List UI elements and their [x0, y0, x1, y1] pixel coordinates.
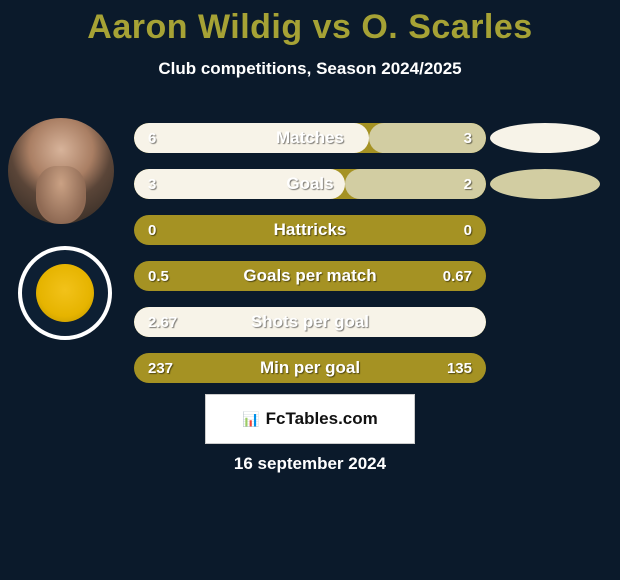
- bar-track: [134, 261, 486, 291]
- bar-segment-player1: [134, 307, 486, 337]
- stat-value-player2: 0.67: [443, 261, 472, 291]
- source-label: FcTables.com: [266, 409, 378, 429]
- stat-value-player1: 6: [148, 123, 156, 153]
- date-label: 16 september 2024: [0, 454, 620, 474]
- stat-value-player2: 135: [447, 353, 472, 383]
- page-title: Aaron Wildig vs O. Scarles: [0, 0, 620, 47]
- bar-track: [134, 169, 486, 199]
- stat-value-player2: 3: [464, 123, 472, 153]
- bar-segment-player1: [134, 123, 369, 153]
- player1-avatar: [8, 118, 114, 224]
- stat-row: Min per goal237135: [134, 353, 486, 383]
- bar-track: [134, 307, 486, 337]
- winner-ellipse: [490, 123, 600, 153]
- player-column: [8, 118, 114, 340]
- player1-club-badge: [18, 246, 112, 340]
- stat-row: Shots per goal2.67: [134, 307, 486, 337]
- stat-value-player1: 3: [148, 169, 156, 199]
- stat-value-player1: 0.5: [148, 261, 169, 291]
- chart-icon: 📊: [242, 411, 259, 428]
- bar-segment-player1: [134, 169, 345, 199]
- stat-row: Hattricks00: [134, 215, 486, 245]
- club-badge-inner: [36, 264, 94, 322]
- stat-value-player2: 0: [464, 215, 472, 245]
- stat-row: Goals32: [134, 169, 486, 199]
- stat-value-player1: 237: [148, 353, 173, 383]
- bar-track: [134, 215, 486, 245]
- stat-value-player1: 0: [148, 215, 156, 245]
- stat-row: Goals per match0.50.67: [134, 261, 486, 291]
- stat-rows: Matches63Goals32Hattricks00Goals per mat…: [134, 123, 486, 399]
- source-badge: 📊 FcTables.com: [205, 394, 415, 444]
- bar-track: [134, 353, 486, 383]
- bar-track: [134, 123, 486, 153]
- stat-row: Matches63: [134, 123, 486, 153]
- stat-value-player1: 2.67: [148, 307, 177, 337]
- stat-value-player2: 2: [464, 169, 472, 199]
- winner-ellipse: [490, 169, 600, 199]
- subtitle: Club competitions, Season 2024/2025: [0, 59, 620, 79]
